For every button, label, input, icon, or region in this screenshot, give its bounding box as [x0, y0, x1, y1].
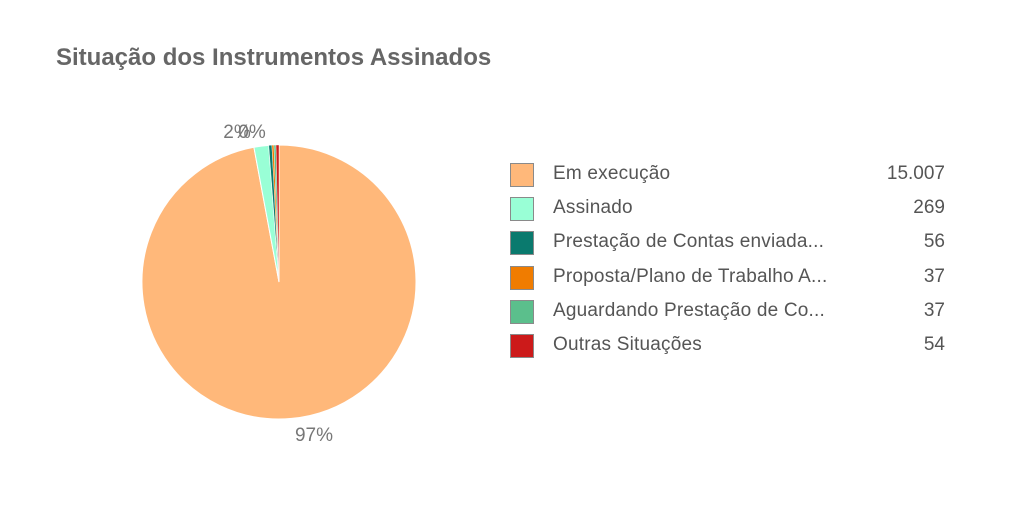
pie-slice-5 — [275, 144, 280, 283]
legend-value: 56 — [923, 231, 945, 253]
pie-slices — [141, 144, 417, 420]
slice-label-small: 0% — [238, 122, 266, 143]
legend-item: Em execução 15.007 — [510, 158, 950, 192]
legend-value: 15.007 — [886, 163, 945, 184]
legend-swatch — [510, 333, 534, 358]
legend-item: Prestação de Contas enviada... 56 — [510, 226, 950, 260]
legend-swatch — [510, 299, 534, 324]
slice-label-assinado: 2% — [223, 122, 251, 143]
legend-item: Assinado 269 — [510, 192, 950, 226]
legend-item: Aguardando Prestação de Co... 37 — [510, 295, 950, 329]
legend-label: Em execução — [553, 163, 671, 184]
legend-label: Proposta/Plano de Trabalho A... — [553, 265, 828, 287]
legend-value: 54 — [923, 333, 945, 355]
legend-item: Outras Situações 54 — [510, 329, 950, 363]
legend-swatch — [510, 265, 534, 290]
legend-item: Proposta/Plano de Trabalho A... 37 — [510, 261, 950, 295]
legend-label: Assinado — [553, 197, 633, 219]
legend-swatch — [510, 231, 534, 256]
legend-value: 269 — [913, 197, 945, 219]
legend: Em execução 15.007 Assinado 269 Prestaçã… — [510, 158, 950, 363]
legend-label: Outras Situações — [553, 333, 702, 355]
legend-label: Aguardando Prestação de Co... — [553, 299, 825, 321]
legend-swatch — [510, 163, 534, 187]
legend-label: Prestação de Contas enviada... — [553, 231, 825, 253]
legend-value: 37 — [923, 265, 945, 287]
slice-label-em-execucao: 97% — [295, 425, 333, 446]
chart-title: Situação dos Instrumentos Assinados — [56, 44, 492, 71]
legend-value: 37 — [923, 299, 945, 321]
legend-swatch — [510, 197, 534, 222]
